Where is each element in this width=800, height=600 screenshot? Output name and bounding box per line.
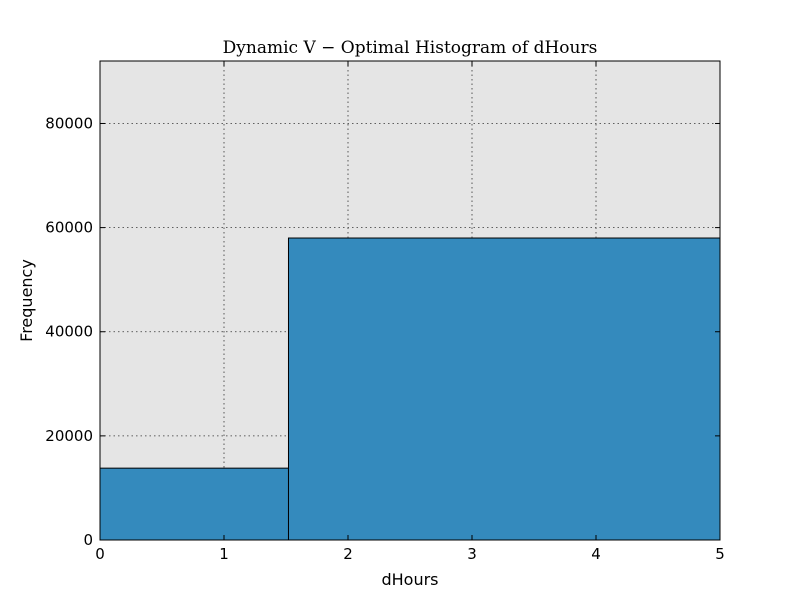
x-tick-label: 1: [219, 545, 229, 563]
y-tick-label: 0: [83, 531, 93, 549]
histogram-bar: [287, 237, 721, 541]
y-tick-labels: 0 20000 40000 60000 80000: [45, 114, 93, 549]
bars: [99, 237, 721, 541]
y-tick-label: 20000: [45, 427, 93, 445]
x-tick-label: 4: [591, 545, 601, 563]
y-tick-label: 60000: [45, 219, 93, 237]
x-tick-label: 3: [467, 545, 477, 563]
y-axis-label: Frequency: [17, 259, 36, 342]
x-tick-label: 0: [95, 545, 105, 563]
x-tick-label: 2: [343, 545, 353, 563]
x-tick-label: 5: [715, 545, 725, 563]
x-tick-labels: 0 1 2 3 4 5: [95, 545, 725, 563]
plot-frame: [99, 60, 721, 541]
chart-title: Dynamic V − Optimal Histogram of dHours: [223, 38, 598, 58]
x-axis-label: dHours: [381, 570, 438, 589]
y-tick-label: 80000: [45, 114, 93, 132]
y-tick-label: 40000: [45, 323, 93, 341]
histogram-bar: [99, 467, 289, 541]
tick-marks: [99, 61, 721, 541]
